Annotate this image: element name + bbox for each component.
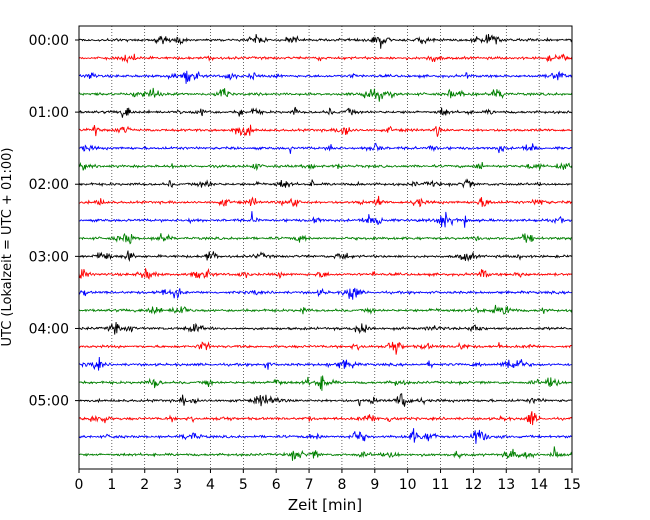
x-tick-label: 13: [497, 477, 515, 493]
seismic-trace: [78, 341, 573, 355]
seismic-trace: [78, 178, 573, 189]
seismic-trace: [78, 124, 572, 137]
seismic-trace: [78, 34, 573, 49]
x-tick-label: 14: [530, 477, 548, 493]
y-axis-title: UTC (Lokalzeit = UTC + 01:00): [0, 148, 15, 347]
x-tick-label: 5: [239, 477, 248, 493]
x-tick-label: 1: [107, 477, 116, 493]
seismic-trace: [78, 322, 572, 335]
x-tick-label: 4: [206, 477, 215, 493]
helicorder-traces: [78, 34, 573, 461]
seismic-trace: [78, 250, 573, 263]
x-axis-title: Zeit [min]: [288, 496, 362, 514]
seismic-trace: [78, 287, 573, 300]
plot-frame: [78, 25, 573, 470]
x-tick-label: 8: [337, 477, 346, 493]
seismic-trace: [78, 87, 573, 102]
seismic-trace: [78, 446, 573, 461]
x-grid: [111, 26, 540, 469]
seismic-trace: [79, 211, 572, 228]
x-tick-label: 10: [399, 477, 417, 493]
seismic-trace: [78, 304, 573, 315]
seismic-trace: [78, 393, 572, 407]
x-tick-label: 11: [432, 477, 450, 493]
y-tick-label: 03:00: [29, 249, 69, 265]
seismic-trace: [78, 428, 573, 444]
x-tick-label: 7: [305, 477, 314, 493]
seismic-trace: [78, 232, 572, 245]
y-tick-label: 04:00: [29, 321, 69, 337]
y-tick-label: 00:00: [29, 33, 69, 49]
x-tick-label: 6: [272, 477, 281, 493]
y-axis-ticks: 00:00 01:00 02:00 03:00 04:00 05:00: [29, 33, 79, 410]
seismic-trace: [78, 195, 573, 208]
x-tick-label: 0: [75, 477, 84, 493]
x-tick-label: 15: [563, 477, 581, 493]
x-tick-label: 9: [370, 477, 379, 493]
seismic-trace: [78, 411, 573, 426]
x-tick-label: 12: [464, 477, 482, 493]
seismic-trace: [78, 106, 573, 118]
seismic-trace: [78, 375, 572, 391]
x-tick-label: 2: [140, 477, 149, 493]
x-axis-ticks: 0 1 2 3 4 5 6 7 8 9 10 11 12 13 14 15: [75, 469, 581, 493]
y-tick-label: 05:00: [29, 394, 69, 410]
y-tick-label: 01:00: [29, 105, 69, 121]
seismic-trace: [78, 142, 573, 154]
x-tick-label: 3: [173, 477, 182, 493]
seismic-trace: [78, 53, 573, 64]
seismic-trace: [78, 70, 573, 84]
seismic-trace: [78, 267, 573, 280]
y-tick-label: 02:00: [29, 177, 69, 193]
seismic-trace: [78, 161, 573, 172]
seismic-trace: [78, 357, 572, 371]
